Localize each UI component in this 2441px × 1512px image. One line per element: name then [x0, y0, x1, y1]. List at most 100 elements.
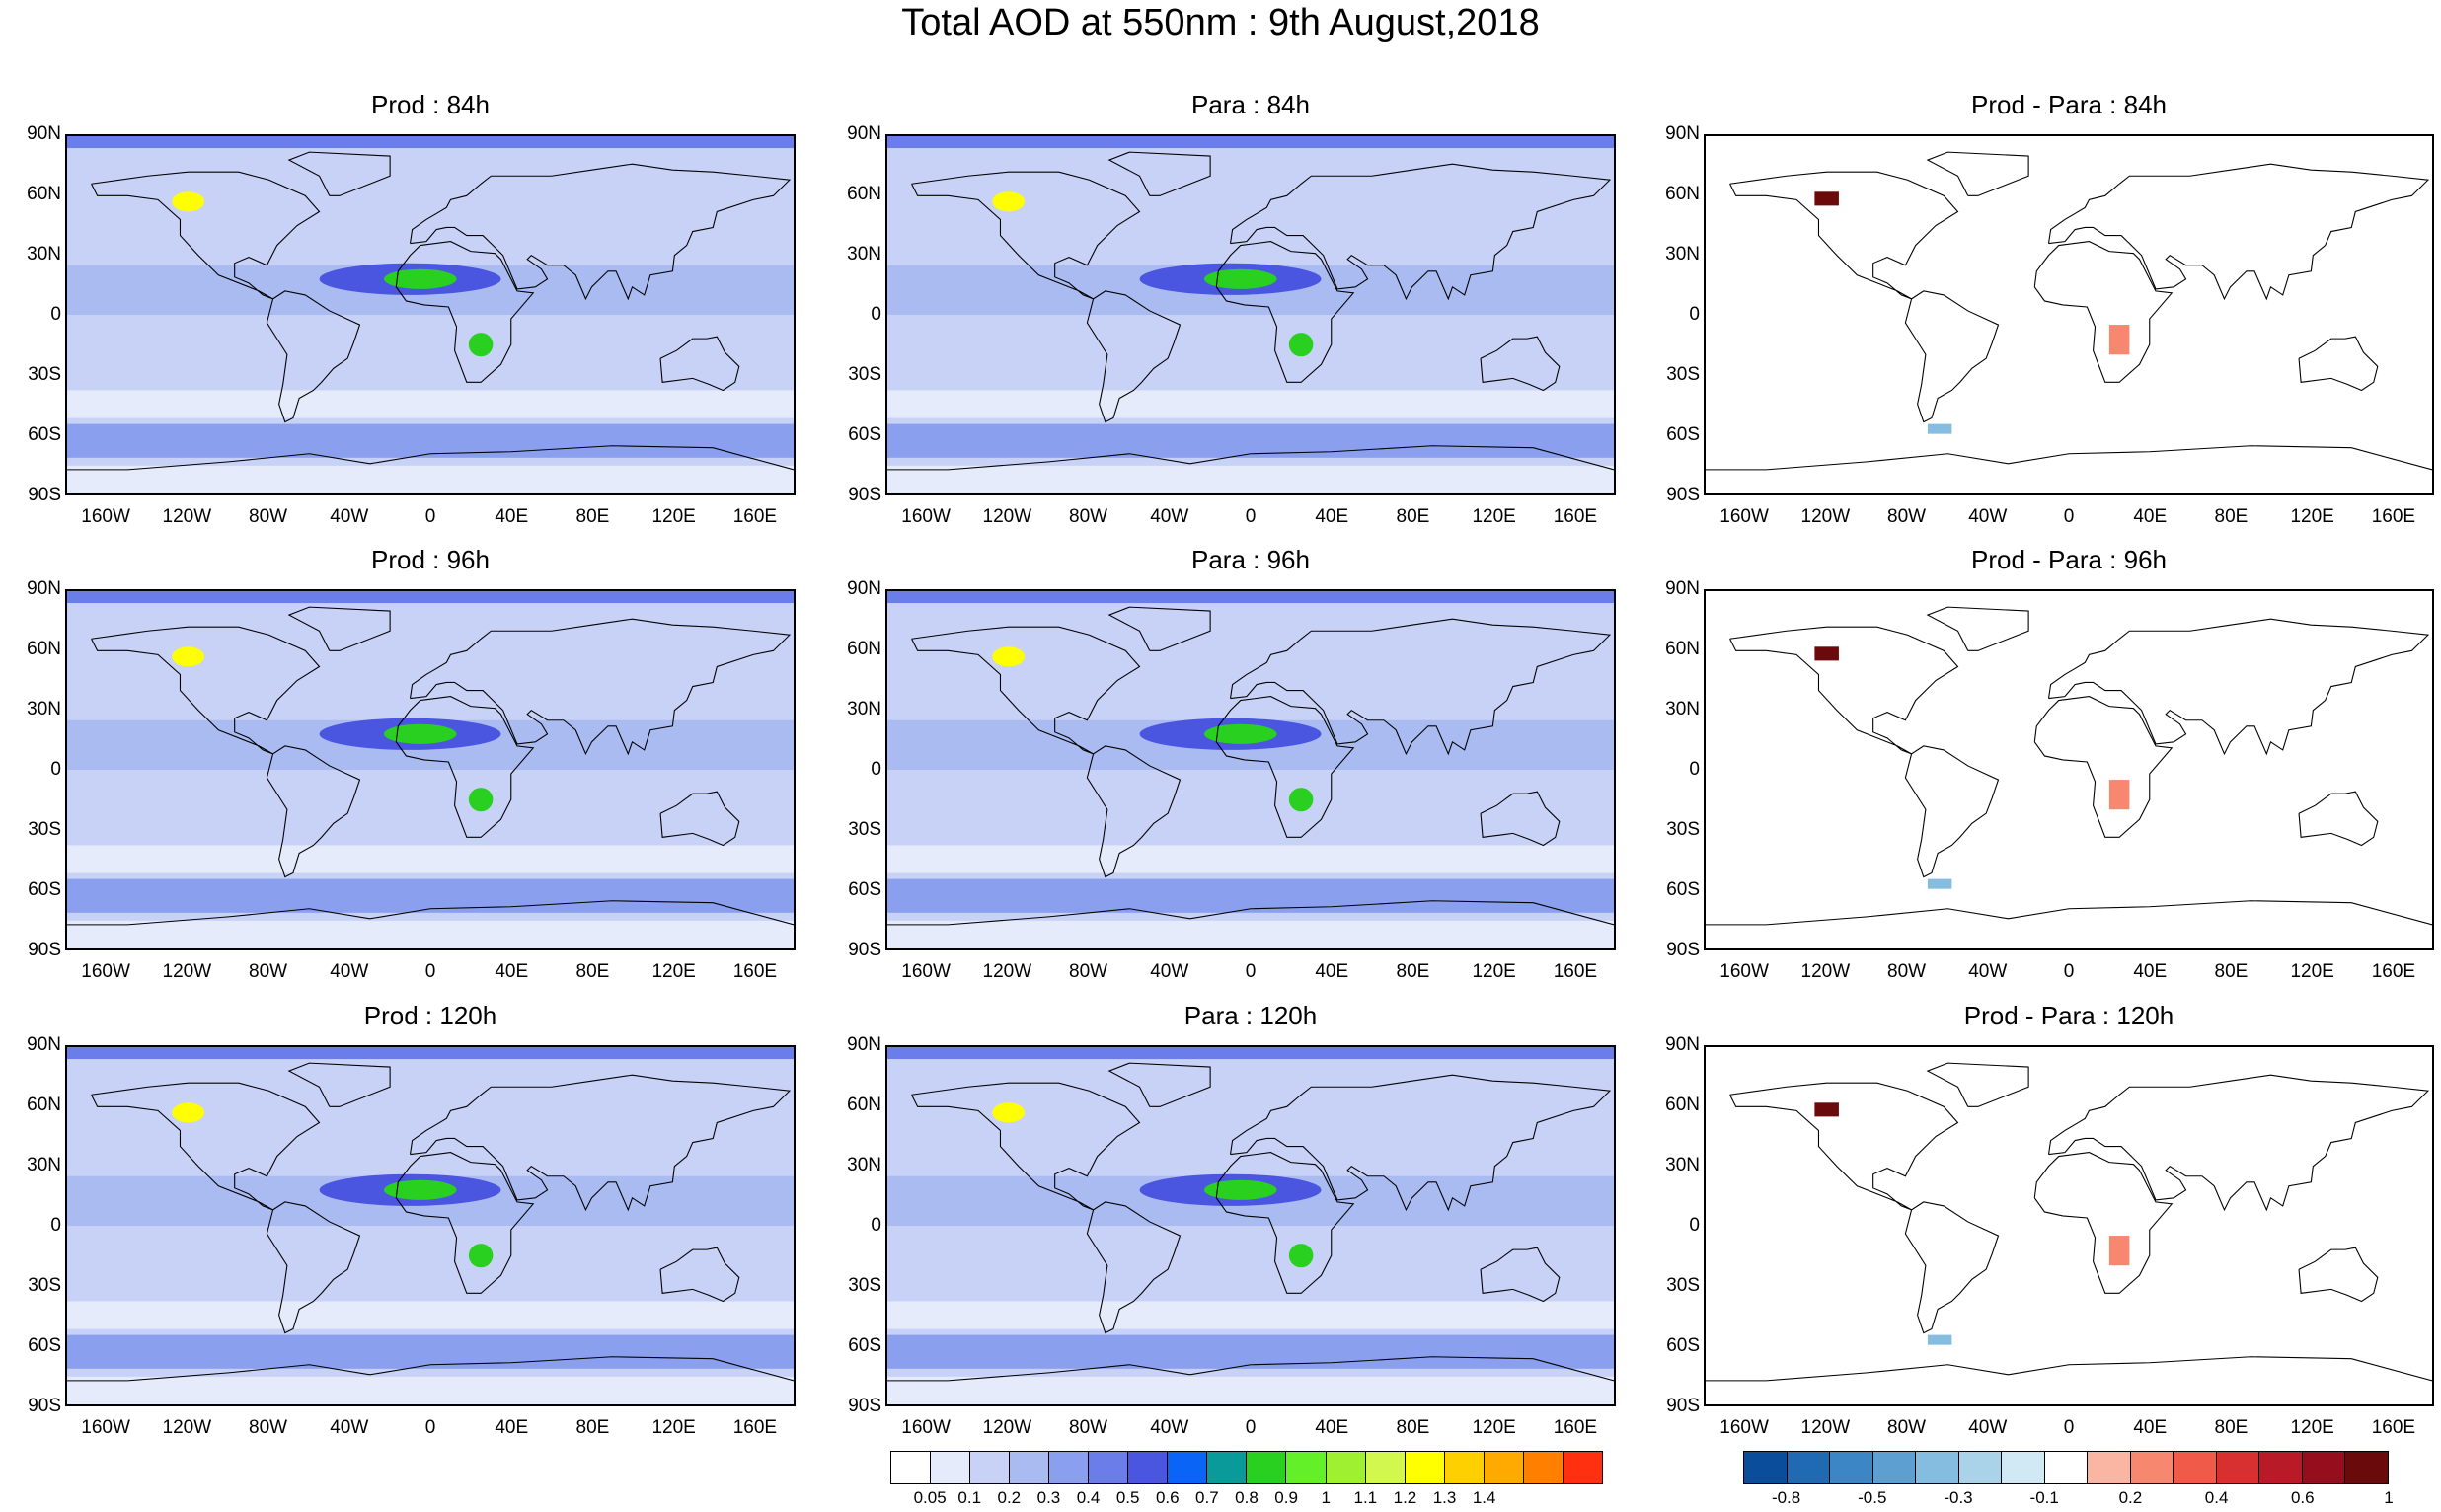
longitude-tick-label: 120W: [982, 506, 1032, 527]
aod-map: [65, 1045, 796, 1406]
latitude-tick-label: 30S: [28, 1275, 61, 1296]
latitude-tick-label: 60S: [28, 1335, 61, 1356]
longitude-tick-label: 40W: [1150, 1417, 1189, 1438]
longitude-tick-label: 160W: [1719, 1417, 1769, 1438]
latitude-tick-label: 90S: [1666, 485, 1700, 505]
longitude-tick-label: 120E: [1472, 506, 1516, 527]
aod-colorbar-label: 0.4: [1076, 1488, 1101, 1507]
aod-colorbar-label: 0.3: [1036, 1488, 1061, 1507]
colorbar-swatch: [2344, 1451, 2389, 1484]
longitude-tick-label: 160E: [2371, 1417, 2416, 1438]
longitude-tick-label: 160E: [1553, 506, 1598, 527]
longitude-tick-label: 120E: [651, 506, 696, 527]
panel-title: Prod : 96h: [371, 545, 490, 574]
panel-title: Para : 84h: [1191, 90, 1310, 119]
longitude-tick-label: 160W: [1719, 506, 1769, 527]
latitude-tick-label: 90N: [27, 1034, 61, 1055]
longitude-tick-label: 80E: [2214, 506, 2249, 527]
latitude-tick-label: 60N: [27, 1095, 61, 1115]
panel-title: Para : 96h: [1191, 545, 1310, 574]
longitude-tick-label: 80W: [1069, 1417, 1108, 1438]
difference-colorbar-label: -0.1: [2029, 1488, 2059, 1507]
longitude-tick-label: 80W: [1069, 961, 1108, 982]
longitude-tick-label: 40W: [1150, 961, 1189, 982]
difference-colorbar-label: -0.3: [1944, 1488, 1973, 1507]
latitude-tick-label: 30S: [28, 819, 61, 840]
latitude-tick-label: 30N: [847, 699, 881, 719]
latitude-tick-label: 30N: [847, 1155, 881, 1175]
aod-colorbar-label: 0.7: [1195, 1488, 1219, 1507]
difference-map: [1704, 589, 2434, 950]
latitude-tick-label: 0: [871, 1215, 881, 1236]
longitude-tick-label: 40W: [330, 961, 369, 982]
aod-map: [885, 589, 1616, 950]
colorbar-swatch: [1088, 1451, 1129, 1484]
latitude-tick-label: 0: [871, 304, 881, 325]
longitude-tick-label: 160W: [901, 1417, 951, 1438]
map-canvas: [67, 1047, 794, 1404]
longitude-tick-label: 80W: [1887, 506, 1927, 527]
latitude-tick-label: 60S: [28, 879, 61, 900]
latitude-tick-label: 30S: [1666, 1275, 1700, 1296]
map-canvas: [1706, 591, 2432, 948]
latitude-tick-label: 90N: [1665, 578, 1700, 599]
colorbar-swatch: [1048, 1451, 1090, 1484]
longitude-tick-label: 40W: [1968, 961, 2008, 982]
colorbar-swatch: [930, 1451, 971, 1484]
difference-colorbar-label: 0.6: [2290, 1488, 2315, 1507]
longitude-tick-label: 160W: [901, 961, 951, 982]
longitude-tick-label: 80W: [249, 506, 288, 527]
longitude-tick-label: 120W: [1800, 1417, 1851, 1438]
latitude-tick-label: 90S: [1666, 940, 1700, 960]
colorbar-swatch: [969, 1451, 1011, 1484]
longitude-tick-label: 80E: [2214, 961, 2249, 982]
map-canvas: [1706, 136, 2432, 493]
longitude-tick-label: 120E: [2290, 961, 2334, 982]
longitude-tick-label: 0: [1245, 1417, 1257, 1438]
aod-map: [65, 134, 796, 495]
longitude-tick-label: 0: [2063, 1417, 2075, 1438]
longitude-tick-label: 120W: [982, 961, 1032, 982]
longitude-tick-label: 40E: [495, 961, 529, 982]
longitude-tick-label: 120E: [2290, 1417, 2334, 1438]
page-title: Total AOD at 550nm : 9th August,2018: [901, 2, 1540, 43]
map-canvas: [67, 591, 794, 948]
difference-colorbar-label: 1: [2384, 1488, 2394, 1507]
latitude-tick-label: 90S: [1666, 1396, 1700, 1416]
colorbar-swatch: [1562, 1451, 1603, 1484]
latitude-tick-label: 0: [50, 304, 61, 325]
panel-title: Prod - Para : 84h: [1971, 90, 2167, 119]
colorbar-swatch: [1829, 1451, 1873, 1484]
latitude-tick-label: 90N: [1665, 1034, 1700, 1055]
latitude-tick-label: 30N: [847, 244, 881, 265]
aod-colorbar-label: 1.4: [1472, 1488, 1496, 1507]
colorbar-swatch: [2215, 1451, 2260, 1484]
latitude-tick-label: 90S: [848, 940, 881, 960]
aod-colorbar-label: 0.5: [1115, 1488, 1140, 1507]
longitude-tick-label: 160W: [901, 506, 951, 527]
aod-colorbar: [890, 1451, 1603, 1484]
map-canvas: [67, 136, 794, 493]
colorbar-swatch: [1364, 1451, 1406, 1484]
longitude-tick-label: 160E: [732, 961, 778, 982]
colorbar-swatch: [1009, 1451, 1050, 1484]
longitude-tick-label: 80E: [1396, 506, 1430, 527]
longitude-tick-label: 160W: [81, 961, 130, 982]
longitude-tick-label: 0: [2063, 506, 2075, 527]
longitude-tick-label: 120W: [162, 506, 212, 527]
longitude-tick-label: 120W: [162, 1417, 212, 1438]
longitude-tick-label: 120E: [2290, 506, 2334, 527]
latitude-tick-label: 90N: [847, 123, 881, 144]
longitude-tick-label: 160W: [81, 1417, 130, 1438]
aod-colorbar-label: 1: [1321, 1488, 1331, 1507]
latitude-tick-label: 60S: [28, 424, 61, 445]
colorbar-swatch: [2043, 1451, 2089, 1484]
latitude-tick-label: 90S: [848, 1396, 881, 1416]
aod-colorbar-label: 0.9: [1274, 1488, 1298, 1507]
longitude-tick-label: 160E: [732, 1417, 778, 1438]
longitude-tick-label: 120W: [1800, 961, 1851, 982]
longitude-tick-label: 40W: [330, 506, 369, 527]
longitude-tick-label: 40E: [1315, 506, 1349, 527]
colorbar-swatch: [1246, 1451, 1287, 1484]
longitude-tick-label: 40E: [1315, 961, 1349, 982]
